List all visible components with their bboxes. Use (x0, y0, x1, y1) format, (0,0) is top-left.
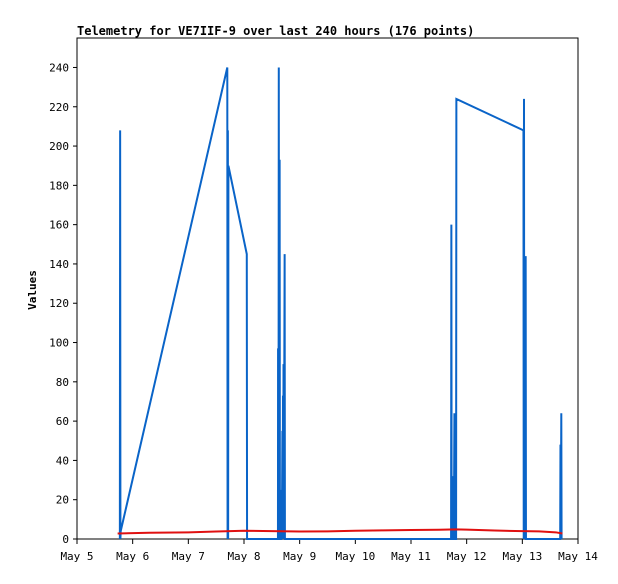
x-tick-label: May 6 (116, 550, 149, 563)
x-tick-label: May 9 (283, 550, 316, 563)
y-tick-label: 20 (56, 494, 69, 507)
series-layer (117, 67, 563, 540)
x-tick-label: May 12 (447, 550, 487, 563)
y-tick-label: 100 (49, 337, 69, 350)
chart-title: Telemetry for VE7IIF-9 over last 240 hou… (77, 24, 474, 38)
x-tick-label: May 14 (558, 550, 598, 563)
y-tick-label: 240 (49, 61, 69, 74)
series-line-2 (117, 528, 563, 535)
y-tick-label: 40 (56, 454, 69, 467)
y-tick-label: 80 (56, 376, 69, 389)
y-tick-label: 200 (49, 140, 69, 153)
x-tick-label: May 5 (60, 550, 93, 563)
x-tick-label: May 8 (227, 550, 260, 563)
y-tick-label: 120 (49, 297, 69, 310)
y-tick-label: 220 (49, 101, 69, 114)
y-tick-label: 60 (56, 415, 69, 428)
y-tick-label: 140 (49, 258, 69, 271)
plot-frame (76, 37, 579, 540)
y-tick-label: 0 (62, 533, 69, 546)
y-axis: 0 20 40 60 80 100 120 140 160 180 200 220 240 (49, 61, 77, 546)
x-tick-label: May 7 (172, 550, 205, 563)
series-line-1 (118, 67, 563, 540)
y-axis-label: Values (26, 270, 39, 310)
x-tick-label: May 11 (391, 550, 431, 563)
x-tick-label: May 13 (502, 550, 542, 563)
x-axis: May 5 May 6 May 7 May 8 May 9 May 10 May 11 May… (60, 539, 598, 563)
x-tick-label: May 10 (335, 550, 375, 563)
y-tick-label: 160 (49, 219, 69, 232)
y-tick-label: 180 (49, 179, 69, 192)
